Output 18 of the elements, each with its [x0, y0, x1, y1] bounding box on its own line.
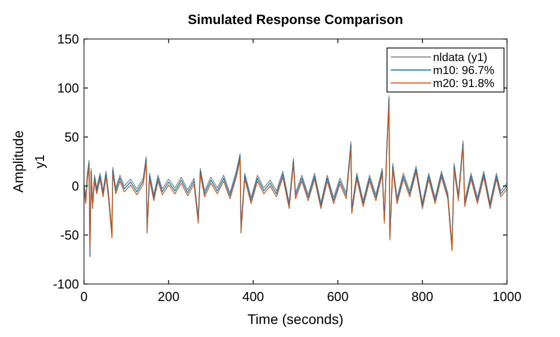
- y-tick-label: 150: [57, 32, 79, 46]
- x-tick-label: 200: [158, 289, 180, 304]
- x-tick-label: 800: [412, 289, 434, 304]
- y-tick-label: -50: [60, 228, 79, 242]
- chart-title: Simulated Response Comparison: [188, 12, 404, 27]
- y-tick-label: 100: [57, 80, 79, 96]
- x-tick-label: 400: [242, 289, 264, 304]
- text: y1: [32, 154, 47, 168]
- legend-label: nldata (y1): [433, 52, 488, 64]
- legend-label: m10: 96.7%: [433, 65, 494, 77]
- legend-label: m20: 91.8%: [433, 78, 494, 90]
- x-tick-label: 1000: [492, 289, 522, 304]
- x-axis-title: Time (seconds): [248, 311, 344, 327]
- x-tick-label: 600: [326, 289, 349, 304]
- y-tick-label: 0: [72, 178, 79, 194]
- y-axis-title: Amplitude: [10, 130, 26, 193]
- y-tick-label: 50: [64, 130, 79, 144]
- y-tick-label: -100: [52, 276, 79, 292]
